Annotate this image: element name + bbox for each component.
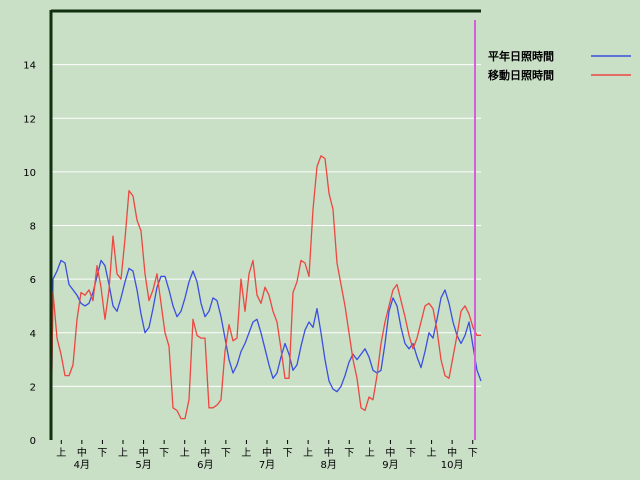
x-period-label: 中 bbox=[385, 446, 395, 459]
x-month-label: 8月 bbox=[321, 459, 337, 471]
x-period-label: 下 bbox=[221, 448, 231, 459]
x-month-label: 4月 bbox=[74, 459, 90, 471]
x-month-label: 9月 bbox=[382, 459, 398, 471]
series-line-0 bbox=[50, 259, 482, 441]
x-period-label: 上 bbox=[365, 447, 375, 459]
y-tick-label: 14 bbox=[23, 61, 36, 72]
x-period-label: 中 bbox=[262, 446, 272, 459]
y-tick-label: 8 bbox=[30, 222, 36, 233]
x-period-label: 下 bbox=[97, 448, 107, 459]
series-line-1 bbox=[50, 155, 481, 441]
x-period-label: 中 bbox=[324, 446, 334, 459]
y-tick-label: 12 bbox=[23, 114, 36, 125]
x-period-label: 上 bbox=[427, 447, 437, 459]
y-tick-label: 10 bbox=[23, 168, 36, 179]
x-period-label: 中 bbox=[139, 446, 149, 459]
x-month-label: 6月 bbox=[197, 459, 213, 471]
x-period-label: 上 bbox=[118, 447, 128, 459]
axis-layer: 02468101214上中下4月上中下5月上中下6月上中下7月上中下8月上中下9… bbox=[23, 9, 481, 471]
x-month-label: 7月 bbox=[259, 459, 275, 471]
x-period-label: 下 bbox=[283, 448, 293, 459]
x-period-label: 中 bbox=[447, 446, 457, 459]
x-period-label: 上 bbox=[241, 447, 251, 459]
x-period-label: 下 bbox=[406, 448, 416, 459]
y-tick-label: 2 bbox=[30, 382, 36, 393]
legend-label: 平年日照時間 bbox=[488, 49, 554, 63]
grid-layer bbox=[51, 10, 481, 387]
x-period-label: 下 bbox=[344, 448, 354, 459]
x-month-label: 5月 bbox=[135, 459, 151, 471]
y-tick-label: 0 bbox=[30, 436, 36, 447]
x-period-label: 中 bbox=[77, 446, 87, 459]
y-tick-label: 6 bbox=[30, 275, 36, 286]
x-period-label: 上 bbox=[180, 447, 190, 459]
x-period-label: 中 bbox=[200, 446, 210, 459]
legend-label: 移動日照時間 bbox=[488, 68, 554, 82]
x-period-label: 上 bbox=[56, 447, 66, 459]
x-period-label: 下 bbox=[159, 448, 169, 459]
x-month-label: 10月 bbox=[441, 459, 464, 471]
x-period-label: 下 bbox=[468, 448, 478, 459]
x-period-label: 上 bbox=[303, 447, 313, 459]
series-layer bbox=[50, 155, 482, 441]
y-tick-label: 4 bbox=[30, 329, 36, 340]
